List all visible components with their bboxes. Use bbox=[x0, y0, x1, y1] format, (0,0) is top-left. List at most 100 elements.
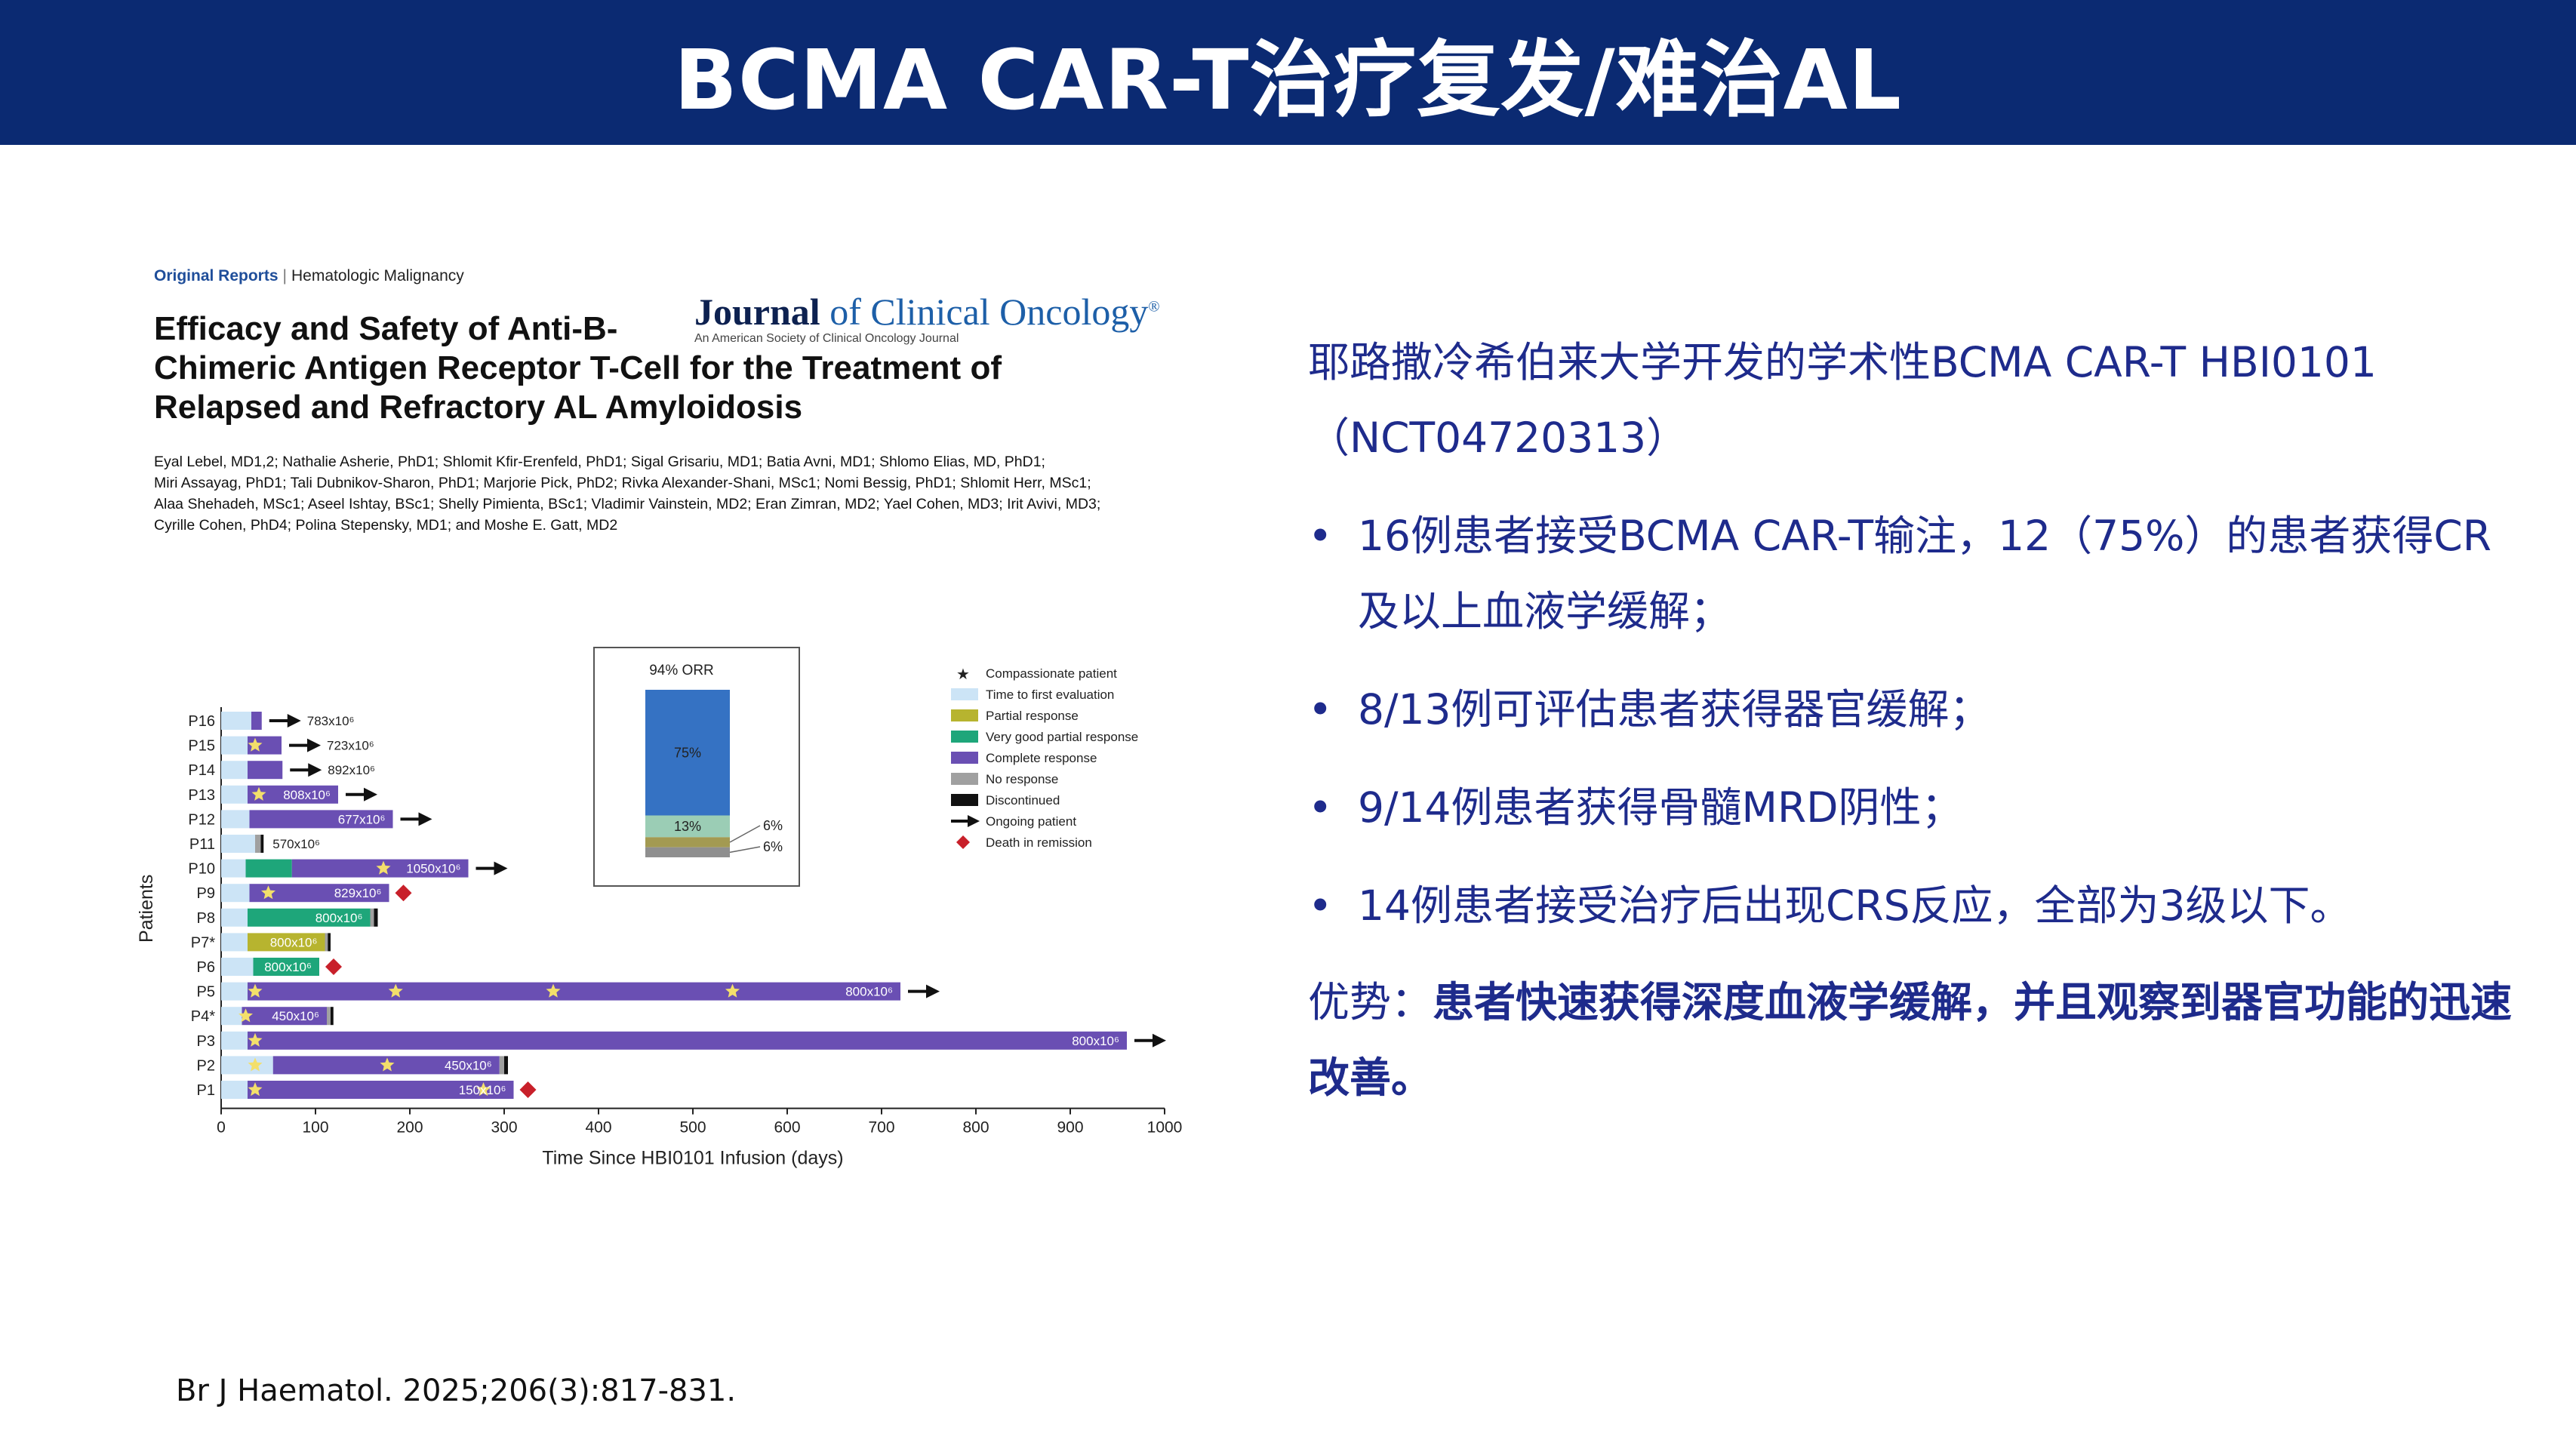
dose-label: 800x10⁶ bbox=[315, 911, 363, 925]
bar-segment-pr bbox=[248, 933, 325, 952]
legend-star-icon: ★ bbox=[956, 666, 970, 683]
dose-label: 800x10⁶ bbox=[845, 985, 893, 999]
patient-label: P10 bbox=[188, 861, 215, 878]
compassionate-star bbox=[546, 983, 561, 998]
bar-segment-first_eval bbox=[221, 1056, 273, 1075]
inset-segment-label: 6% bbox=[763, 818, 783, 833]
bar-segment-first_eval bbox=[221, 761, 248, 780]
bar-segment-disc bbox=[504, 1056, 508, 1075]
bar-segment-nr bbox=[255, 835, 261, 853]
author-line: Cyrille Cohen, PhD4; Polina Stepensky, M… bbox=[154, 517, 618, 534]
compassionate-star bbox=[388, 983, 403, 998]
legend-label: Complete response bbox=[986, 751, 1097, 765]
bar-segment-nr bbox=[370, 908, 374, 927]
compassionate-star bbox=[239, 1008, 253, 1023]
death-marker bbox=[519, 1081, 537, 1098]
patient-label: P13 bbox=[188, 787, 215, 804]
bar-segment-disc bbox=[374, 908, 378, 927]
bar-segment-cr bbox=[249, 810, 393, 829]
bar-segment-disc bbox=[328, 933, 331, 952]
ongoing-arrow-head bbox=[494, 861, 508, 875]
legend-label: Death in remission bbox=[986, 835, 1092, 850]
study-intro: 耶路撒冷希伯来大学开发的学术性BCMA CAR-T HBI0101 （NCT04… bbox=[1308, 338, 2377, 462]
dose-label: 800x10⁶ bbox=[1072, 1034, 1119, 1048]
paper-title-line: Chimeric Antigen Receptor T-Cell for the… bbox=[154, 349, 1002, 386]
compassionate-star bbox=[251, 786, 266, 801]
x-axis-title: Time Since HBI0101 Infusion (days) bbox=[542, 1148, 843, 1169]
author-line: Eyal Lebel, MD1,2; Nathalie Asherie, PhD… bbox=[154, 454, 1045, 470]
bar-segment-first_eval bbox=[221, 835, 255, 853]
dose-label: 450x10⁶ bbox=[272, 1009, 319, 1023]
finding-text: 9/14例患者获得骨髓MRD阴性； bbox=[1358, 783, 1963, 832]
journal-logo: Journal of Clinical Oncology® An America… bbox=[684, 285, 1171, 350]
bullet-marker: • bbox=[1308, 881, 1333, 930]
patient-label: P5 bbox=[197, 984, 215, 1001]
paper-screenshot: Original Reports | Hematologic Malignancy … bbox=[151, 264, 1208, 1170]
dose-label: 808x10⁶ bbox=[283, 788, 331, 802]
bar-segment-cr bbox=[242, 1007, 327, 1026]
legend-swatch bbox=[951, 709, 978, 721]
citation: Br J Haematol. 2025;206(3):817-831. bbox=[176, 1374, 737, 1408]
x-tick-label: 500 bbox=[679, 1119, 706, 1137]
x-tick-label: 300 bbox=[491, 1119, 517, 1137]
inset-segment-label: 75% bbox=[674, 745, 701, 760]
finding-text: 8/13例可评估患者获得器官缓解； bbox=[1358, 685, 1991, 734]
compassionate-star bbox=[248, 1082, 263, 1097]
swimmer-plot: 0 100 200 300 400 500 600 700 800 900 1000 Time Sin… bbox=[136, 647, 1182, 1169]
bar-segment-first_eval bbox=[221, 859, 246, 878]
paper-title-line: Efficacy and Safety of Anti-B- bbox=[154, 310, 618, 347]
x-tick-label: 800 bbox=[962, 1119, 989, 1137]
bar-segment-cr bbox=[248, 761, 283, 780]
ongoing-arrow-head bbox=[307, 738, 321, 752]
ongoing-arrow-head bbox=[308, 763, 322, 777]
patient-label: P8 bbox=[197, 910, 215, 927]
compassionate-star bbox=[380, 1057, 395, 1072]
kicker-divider: | bbox=[282, 267, 287, 285]
journal-name-part2: of Clinical Oncology bbox=[829, 291, 1149, 333]
legend-swatch bbox=[951, 794, 978, 806]
inset-segment bbox=[645, 847, 730, 857]
bar-segment-cr bbox=[248, 982, 900, 1001]
legend-swatch bbox=[951, 688, 978, 700]
bullet-marker: • bbox=[1308, 685, 1333, 734]
bar-segment-first_eval bbox=[221, 908, 248, 927]
ongoing-arrow-head bbox=[287, 714, 301, 728]
inset-segment bbox=[645, 837, 730, 848]
bar-segment-vgpr bbox=[248, 908, 371, 927]
dose-label: 450x10⁶ bbox=[445, 1058, 492, 1072]
dose-label: 892x10⁶ bbox=[328, 763, 375, 777]
slide-title: BCMA CAR-T治疗复发/难治AL bbox=[674, 32, 1902, 128]
inset-segment-label: 13% bbox=[674, 819, 701, 834]
compassionate-star bbox=[248, 1057, 263, 1072]
x-tick-label: 600 bbox=[774, 1119, 800, 1137]
author-line: Alaa Shehadeh, MSc1; Aseel Ishtay, BSc1;… bbox=[154, 496, 1101, 512]
ongoing-arrow-head bbox=[1153, 1033, 1166, 1048]
bar-segment-first_eval bbox=[221, 1081, 248, 1099]
patient-label: P11 bbox=[189, 836, 215, 853]
patient-label: P3 bbox=[197, 1033, 215, 1050]
dose-label: 800x10⁶ bbox=[270, 935, 318, 949]
finding-text: 14例患者接受治疗后出现CRS反应，全部为3级以下。 bbox=[1358, 881, 2352, 930]
bar-segment-disc bbox=[260, 835, 264, 853]
finding-bullet: • 9/14例患者获得骨髓MRD阴性； bbox=[1308, 770, 2516, 845]
paper-title: Efficacy and Safety of Anti-B- Chimeric … bbox=[154, 309, 1211, 427]
patient-label: P9 bbox=[197, 885, 215, 902]
finding-bullet: • 8/13例可评估患者获得器官缓解； bbox=[1308, 672, 2516, 747]
bar-segment-first_eval bbox=[221, 1007, 242, 1026]
inset-leader-line bbox=[729, 825, 761, 843]
finding-bullet: • 14例患者接受治疗后出现CRS反应，全部为3级以下。 bbox=[1308, 868, 2516, 943]
compassionate-star bbox=[248, 737, 263, 752]
compassionate-star bbox=[476, 1082, 491, 1097]
title-banner: BCMA CAR-T治疗复发/难治AL bbox=[0, 0, 2576, 145]
author-line: Miri Assayag, PhD1; Tali Dubnikov-Sharon… bbox=[154, 475, 1091, 491]
legend-diamond-icon bbox=[956, 835, 970, 849]
bar-segment-first_eval bbox=[221, 958, 254, 976]
dose-label: 723x10⁶ bbox=[327, 739, 374, 753]
bar-segment-cr bbox=[248, 1031, 1127, 1050]
dose-label: 677x10⁶ bbox=[338, 812, 386, 826]
ongoing-arrow-head bbox=[364, 787, 377, 801]
patient-label: P16 bbox=[188, 713, 215, 730]
bar-segment-first_eval bbox=[221, 933, 248, 952]
advantage-label: 优势： bbox=[1308, 978, 1433, 1026]
inset-segment bbox=[645, 815, 730, 838]
